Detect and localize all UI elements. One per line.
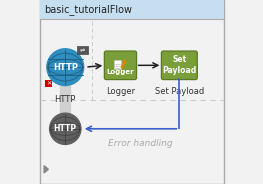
- Text: ⇌: ⇌: [80, 48, 85, 53]
- Text: Logger: Logger: [107, 69, 134, 75]
- Polygon shape: [44, 166, 48, 173]
- Text: Set
Payload: Set Payload: [162, 55, 196, 75]
- Text: basic_tutorialFlow: basic_tutorialFlow: [44, 4, 132, 15]
- FancyBboxPatch shape: [77, 46, 88, 54]
- Text: Set Payload: Set Payload: [155, 87, 204, 96]
- Circle shape: [50, 113, 81, 144]
- Circle shape: [47, 49, 84, 86]
- Text: ✕: ✕: [46, 81, 51, 86]
- FancyBboxPatch shape: [45, 80, 52, 87]
- Text: Error handling: Error handling: [108, 139, 173, 148]
- FancyBboxPatch shape: [104, 51, 136, 79]
- Text: HTTP: HTTP: [55, 95, 76, 104]
- Text: HTTP: HTTP: [54, 124, 77, 133]
- FancyBboxPatch shape: [114, 60, 121, 69]
- Text: Logger: Logger: [106, 87, 135, 96]
- FancyBboxPatch shape: [161, 51, 197, 79]
- FancyBboxPatch shape: [39, 0, 224, 19]
- Text: HTTP: HTTP: [53, 63, 78, 72]
- FancyBboxPatch shape: [39, 0, 224, 184]
